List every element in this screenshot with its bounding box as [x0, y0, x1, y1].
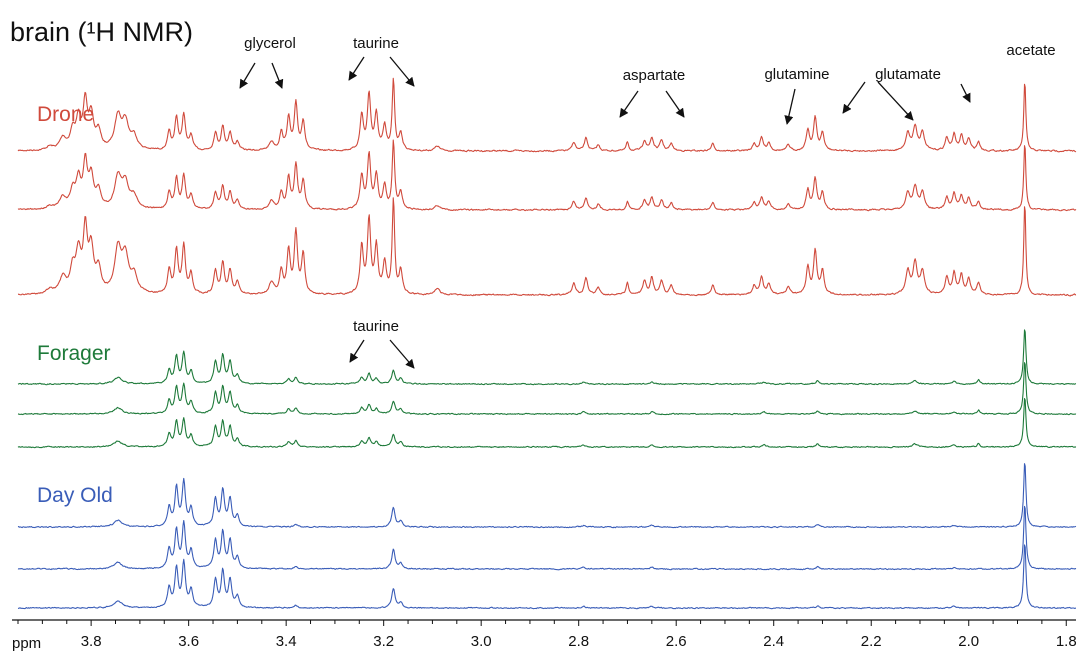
spectrum-day-old-replicate-1: [17, 463, 1077, 529]
x-tick-label-2.4: 2.4: [763, 633, 784, 650]
annotation-glutamate-4: glutamate: [875, 66, 941, 83]
annotation-arrow-glycerol-0-0: [239, 62, 256, 89]
annotation-arrow-glutamine-3-0: [784, 88, 796, 125]
x-axis: ppm 3.8 3.6 3.4 3.2 3.0 2.8 2.6 2.4 2.2 2.0 1.8: [12, 619, 1077, 652]
annotation-arrow-taurine-1-0: [348, 56, 365, 81]
x-tick-label-2.2: 2.2: [861, 633, 882, 650]
annotation-arrow-aspartate-2-0: [619, 90, 639, 118]
group-label-forager: Forager: [37, 342, 111, 365]
annotation-arrow-glutamate-extra: [960, 83, 971, 103]
spectrum-forager-replicate-1: [17, 329, 1077, 386]
x-tick-label-1.8: 1.8: [1056, 633, 1077, 650]
spectrum-forager-replicate-3: [17, 398, 1077, 449]
annotation-taurine-6: taurine: [353, 318, 399, 335]
annotation-arrow-glutamate-4-0: [842, 81, 866, 114]
group-label-drone: Drone: [37, 103, 94, 126]
annotation-arrow-taurine-6-1: [389, 339, 415, 369]
spectrum-day-old-replicate-3: [17, 544, 1077, 610]
x-tick-label-2.8: 2.8: [568, 633, 589, 650]
annotation-arrow-taurine-1-1: [389, 56, 415, 87]
annotation-arrow-taurine-6-0: [349, 339, 365, 363]
chart-title: brain (¹H NMR): [10, 17, 193, 47]
annotation-aspartate-2: aspartate: [623, 67, 686, 84]
group-labels: Drone Forager Day Old: [37, 103, 113, 507]
annotation-arrow-glycerol-0-1: [271, 62, 284, 89]
x-tick-label-3.2: 3.2: [373, 633, 394, 650]
annotation-glycerol-0: glycerol: [244, 35, 296, 52]
spectrum-forager-replicate-2: [17, 362, 1077, 416]
x-tick-label-3.4: 3.4: [276, 633, 297, 650]
x-tick-label-3.6: 3.6: [178, 633, 199, 650]
x-tick-label-3.8: 3.8: [81, 633, 102, 650]
x-tick-label-3.0: 3.0: [471, 633, 492, 650]
spectra-group: [17, 77, 1077, 610]
annotation-arrow-glutamate-4-1: [877, 81, 914, 121]
annotation-glutamine-3: glutamine: [764, 66, 829, 83]
annotation-acetate-5: acetate: [1006, 42, 1055, 59]
spectrum-drone-replicate-2: [17, 139, 1077, 212]
group-label-day-old: Day Old: [37, 484, 113, 507]
x-axis-unit: ppm: [12, 635, 41, 652]
annotation-arrow-aspartate-2-1: [665, 90, 685, 118]
spectrum-drone-replicate-3: [17, 197, 1077, 297]
annotations-group: glycerol taurine aspartate glutamine glutama…: [239, 35, 1056, 369]
x-tick-label-2.6: 2.6: [666, 633, 687, 650]
spectrum-day-old-replicate-2: [17, 505, 1077, 571]
annotation-taurine-1: taurine: [353, 35, 399, 52]
spectrum-drone-replicate-1: [17, 77, 1077, 153]
x-tick-label-2.0: 2.0: [958, 633, 979, 650]
